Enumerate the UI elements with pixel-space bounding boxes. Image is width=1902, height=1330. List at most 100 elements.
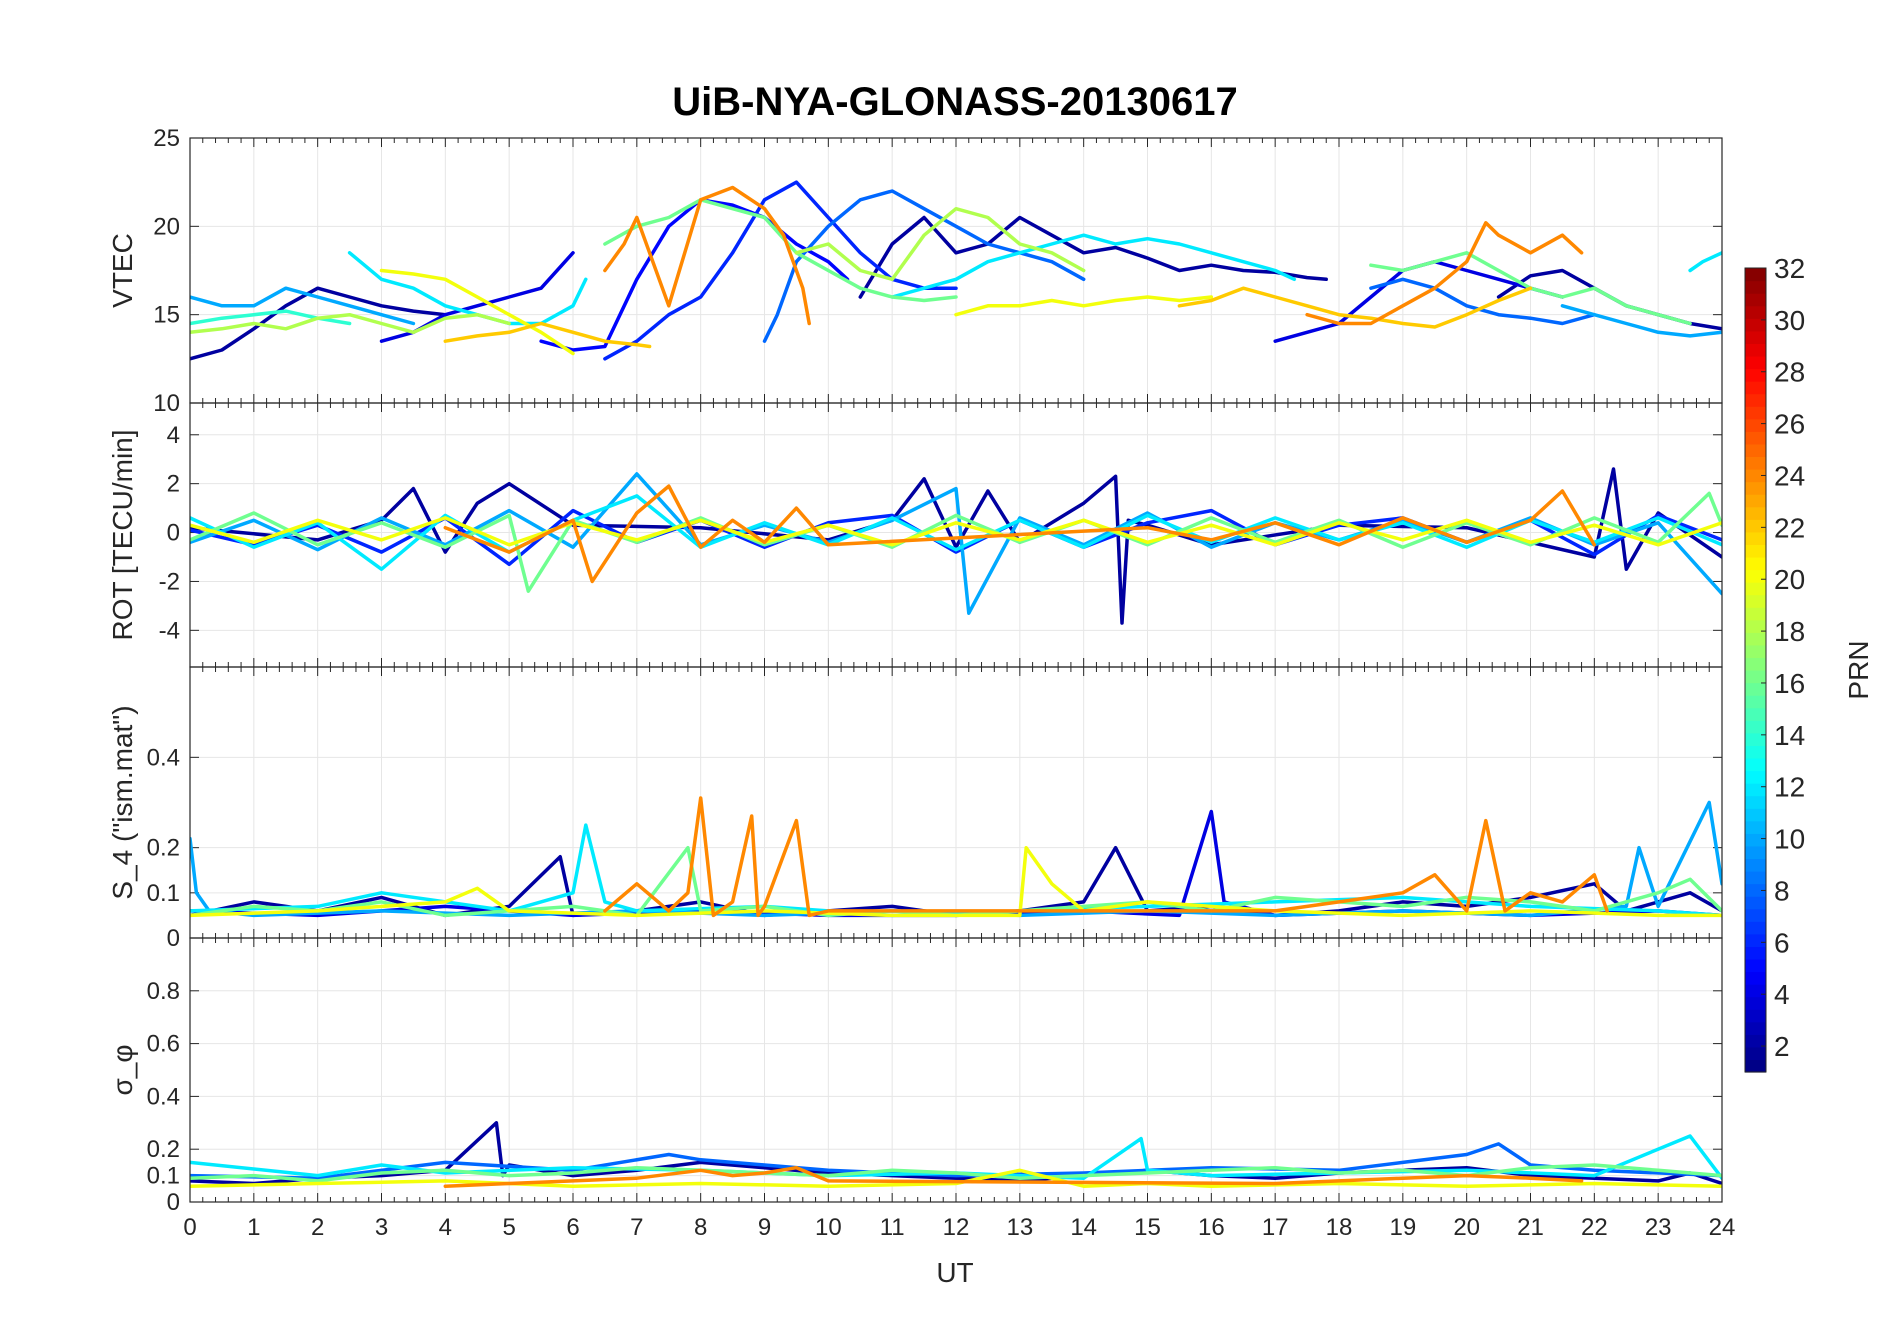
series-line-prn-2 xyxy=(858,215,1328,299)
y-tick-label: 0 xyxy=(167,520,180,547)
colorbar-segment xyxy=(1745,921,1766,935)
colorbar-segment xyxy=(1745,833,1766,847)
y-tick-label: 0.1 xyxy=(147,880,180,907)
y-tick-label: 0.2 xyxy=(147,1136,180,1163)
series-line-prn-10 xyxy=(1560,304,1722,338)
y-tick-label: 2 xyxy=(167,471,180,498)
x-tick-label: 9 xyxy=(758,1214,771,1241)
series-line-prn-8 xyxy=(762,189,1086,343)
colorbar-tick-label: 32 xyxy=(1774,253,1805,284)
x-tick-label: 13 xyxy=(1006,1214,1033,1241)
x-tick-label: 22 xyxy=(1581,1214,1608,1241)
colorbar-tick-label: 28 xyxy=(1774,357,1805,388)
colorbar-segment xyxy=(1745,958,1766,973)
series-line-prn-12 xyxy=(347,251,588,326)
colorbar-segment xyxy=(1745,933,1766,947)
y-tick-label: 4 xyxy=(167,422,180,449)
x-axis-label: UT xyxy=(936,1257,973,1288)
colorbar-segment xyxy=(1745,293,1766,307)
colorbar-segment xyxy=(1745,519,1766,533)
colorbar-segment xyxy=(1745,556,1766,571)
colorbar-segment xyxy=(1745,343,1766,357)
x-tick-label: 4 xyxy=(439,1214,452,1241)
colorbar-segment xyxy=(1745,544,1766,558)
series-line-prn-12 xyxy=(890,233,1297,299)
x-tick-label: 1 xyxy=(247,1214,260,1241)
colorbar-segment xyxy=(1745,619,1766,633)
series-line-prn-10 xyxy=(190,286,416,326)
y-tick-label: 0.8 xyxy=(147,978,180,1005)
colorbar-segment xyxy=(1745,318,1766,332)
y-tick-label: 20 xyxy=(153,213,180,240)
y-tick-label: 10 xyxy=(153,390,180,417)
y-tick-label: -2 xyxy=(159,568,180,595)
y-axis-label: S_4 ("ism.mat") xyxy=(107,705,138,899)
colorbar-tick-label: 6 xyxy=(1774,927,1790,958)
colorbar-tick-label: 26 xyxy=(1774,409,1805,440)
x-tick-label: 5 xyxy=(502,1214,515,1241)
colorbar-segment xyxy=(1745,858,1766,872)
y-axis-label: σ_φ xyxy=(107,1044,138,1095)
colorbar-segment xyxy=(1745,707,1766,721)
series-line-prn-24 xyxy=(603,796,1609,918)
colorbar-segment xyxy=(1745,745,1766,759)
series-line-prn-18 xyxy=(190,312,511,335)
colorbar-tick-label: 8 xyxy=(1774,875,1790,906)
x-tick-label: 6 xyxy=(566,1214,579,1241)
series-line-prn-12 xyxy=(1688,251,1722,273)
colorbar-segment xyxy=(1745,582,1766,596)
x-tick-label: 21 xyxy=(1517,1214,1544,1241)
panel-2: -4 -2 0 2 4 ROT [TECU/min] xyxy=(107,402,1723,668)
x-tick-label: 15 xyxy=(1134,1214,1161,1241)
colorbar-tick-label: 14 xyxy=(1774,720,1805,751)
series-line-prn-6 xyxy=(603,180,958,361)
y-tick-label: 0.4 xyxy=(147,1083,180,1110)
x-tick-label: 3 xyxy=(375,1214,388,1241)
colorbar-tick-label: 10 xyxy=(1774,824,1805,855)
axes-box xyxy=(189,937,1723,1203)
colorbar-segment xyxy=(1745,268,1766,282)
colorbar-segment xyxy=(1745,305,1766,319)
series-group xyxy=(190,180,1722,361)
series-line-prn-22 xyxy=(1177,286,1533,329)
colorbar-segment xyxy=(1745,996,1766,1010)
colorbar-segment xyxy=(1745,1009,1766,1023)
colorbar-segment xyxy=(1745,657,1766,671)
series-line-prn-20 xyxy=(954,295,1214,317)
x-tick-label: 20 xyxy=(1453,1214,1480,1241)
colorbar-tick-label: 18 xyxy=(1774,616,1805,647)
y-tick-label: 0.1 xyxy=(147,1163,180,1190)
chart-title: UiB-NYA-GLONASS-20130617 xyxy=(672,80,1237,124)
colorbar-segment xyxy=(1745,908,1766,922)
y-axis-label: VTEC xyxy=(107,233,138,308)
series-line-prn-2 xyxy=(190,286,448,361)
colorbar-segment xyxy=(1745,896,1766,910)
colorbar-segment xyxy=(1745,594,1766,608)
colorbar-frame xyxy=(1744,267,1767,1073)
colorbar-segment xyxy=(1745,682,1766,696)
colorbar-segment xyxy=(1745,871,1766,885)
x-tick-label: 17 xyxy=(1262,1214,1289,1241)
colorbar-segment xyxy=(1745,808,1766,822)
series-line-prn-20 xyxy=(190,516,1722,547)
colorbar-tick-label: 22 xyxy=(1774,512,1805,543)
colorbar-segment xyxy=(1745,1046,1766,1061)
series-line-prn-4 xyxy=(1273,259,1565,343)
colorbar-segment xyxy=(1745,732,1766,746)
colorbar-tick-label: 24 xyxy=(1774,460,1805,491)
y-tick-label: 15 xyxy=(153,302,180,329)
colorbar-segment xyxy=(1745,695,1766,709)
colorbar-segment xyxy=(1745,443,1766,458)
y-tick-label: 25 xyxy=(153,125,180,152)
x-tick-label: 10 xyxy=(815,1214,842,1241)
panel-1: 10 15 20 25 VTEC xyxy=(107,125,1723,417)
series-line-prn-24 xyxy=(443,484,1597,584)
x-tick-label: 11 xyxy=(880,1214,905,1241)
colorbar-segment xyxy=(1745,406,1766,420)
colorbar-segment xyxy=(1745,1034,1766,1048)
x-tick-label: 7 xyxy=(630,1214,643,1241)
colorbar-label: PRN xyxy=(1843,640,1874,699)
series-line-prn-20 xyxy=(379,268,575,356)
